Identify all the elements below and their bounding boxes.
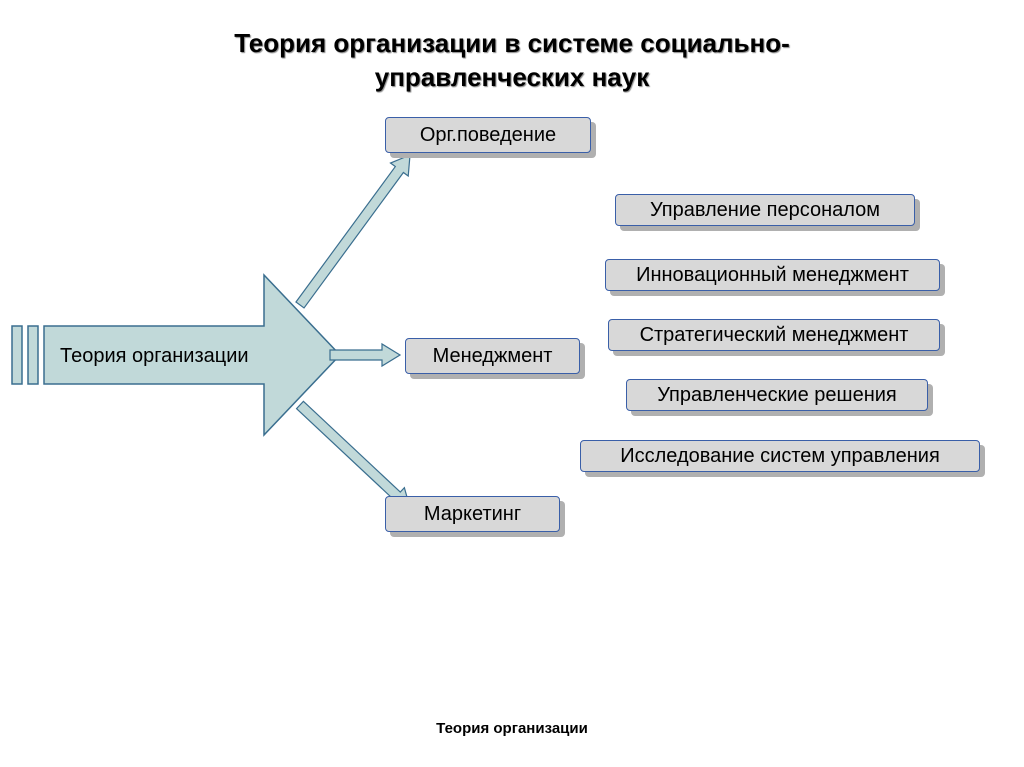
node-mgmt-dec: Управленческие решения [626,379,928,411]
node-management: Менеджмент [405,338,580,374]
page-title: Теория организации в системе социально-у… [0,27,1024,95]
node-sys-research: Исследование систем управления [580,440,980,472]
small-arrow-0 [296,155,410,308]
page-footer: Теория организации [0,720,1024,737]
small-arrow-2 [297,401,410,508]
node-strat-mgmt: Стратегический менеджмент [608,319,940,351]
big-arrow-label: Теория организации [60,345,249,367]
node-hr-mgmt: Управление персоналом [615,194,915,226]
node-innov-mgmt: Инновационный менеджмент [605,259,940,291]
node-marketing: Маркетинг [385,496,560,532]
small-arrow-1 [330,344,400,366]
node-org-behavior: Орг.поведение [385,117,591,153]
